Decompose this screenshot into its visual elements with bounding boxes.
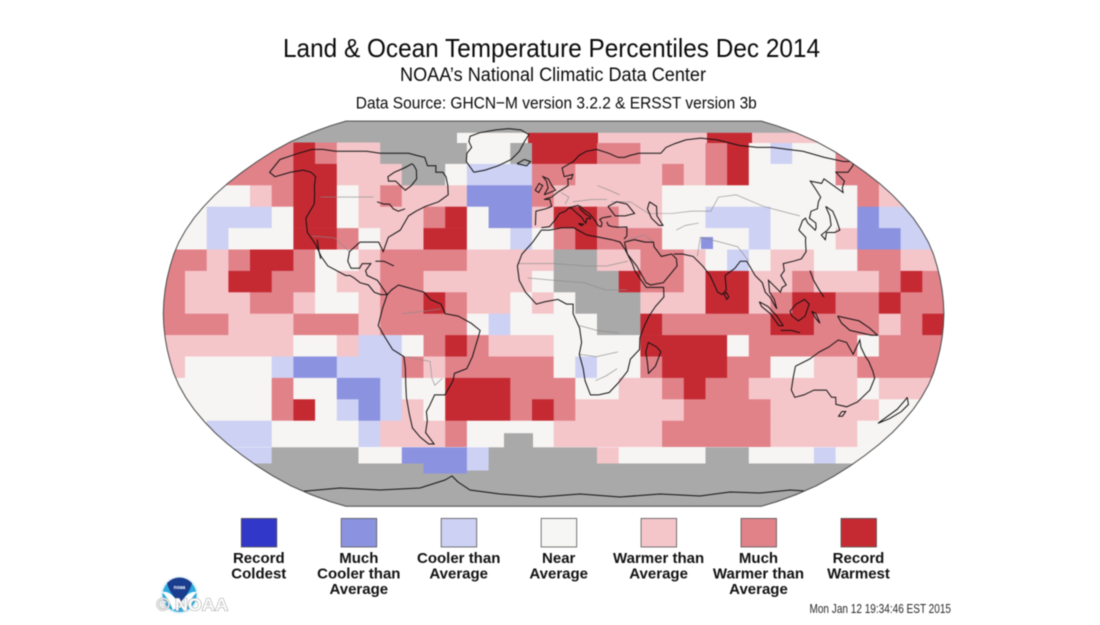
- svg-text:Average: Average: [729, 581, 788, 598]
- svg-text:Near: Near: [542, 550, 576, 567]
- svg-text:Much: Much: [739, 550, 778, 567]
- svg-text:NOAA’s National Climatic Data: NOAA’s National Climatic Data Center: [400, 65, 707, 86]
- svg-text:Coldest: Coldest: [231, 566, 286, 583]
- svg-text:Average: Average: [429, 566, 488, 583]
- svg-text:Warmer than: Warmer than: [713, 566, 804, 583]
- svg-text:Data Source: GHCN−M version 3.: Data Source: GHCN−M version 3.2.2 & ERSS…: [356, 94, 757, 113]
- svg-text:Record: Record: [833, 550, 885, 567]
- svg-text:Cooler than: Cooler than: [417, 550, 500, 567]
- svg-text:Cooler than: Cooler than: [317, 566, 400, 583]
- svg-text:Warmer than: Warmer than: [613, 550, 704, 567]
- svg-text:Average: Average: [629, 566, 688, 583]
- svg-text:© NOAA: © NOAA: [157, 595, 229, 615]
- svg-text:Much: Much: [339, 550, 378, 567]
- svg-text:Record: Record: [233, 550, 285, 567]
- svg-text:Land & Ocean Temperature Perce: Land & Ocean Temperature Percentiles Dec…: [283, 33, 820, 63]
- svg-text:noaa: noaa: [174, 585, 186, 591]
- svg-text:Average: Average: [329, 581, 388, 598]
- svg-text:Mon Jan 12 19:34:46 EST 2015: Mon Jan 12 19:34:46 EST 2015: [810, 602, 952, 616]
- svg-text:Warmest: Warmest: [827, 566, 890, 583]
- svg-text:Average: Average: [529, 566, 588, 583]
